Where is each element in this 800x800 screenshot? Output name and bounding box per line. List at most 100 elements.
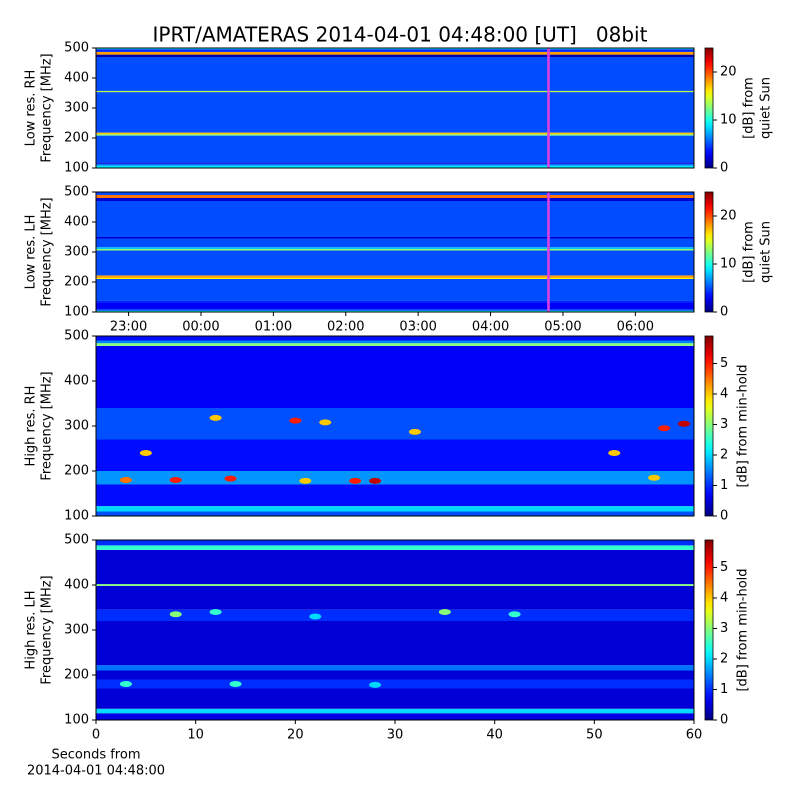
colorbar-tick-label: 0 <box>720 161 728 176</box>
y-axis-label: Frequency [MHz] <box>40 53 55 162</box>
burst <box>119 477 132 483</box>
burst <box>209 414 222 421</box>
spectrum-band <box>96 665 694 671</box>
spectrum-band <box>96 162 694 164</box>
y-tick-label: 500 <box>64 41 89 56</box>
y-tick-label: 500 <box>64 185 89 200</box>
x-tick-label: 02:00 <box>327 320 364 335</box>
colorbar-tick-label: 2 <box>720 651 728 666</box>
spectrum-band <box>96 484 694 507</box>
y-tick-label: 100 <box>64 509 89 524</box>
colorbar-tick-label: 3 <box>720 621 728 636</box>
burst <box>408 428 421 435</box>
spectrum-band <box>96 609 694 621</box>
spectrum-band <box>96 57 694 91</box>
x-tick-label: 20 <box>287 728 304 743</box>
spectrum-band <box>96 340 694 344</box>
spectrum-band <box>96 135 694 163</box>
burst <box>224 475 237 482</box>
burst <box>658 425 671 432</box>
spectrum-band <box>96 540 694 546</box>
chart-title: IPRT/AMATERAS 2014-04-01 04:48:00 [UT] 0… <box>153 23 648 47</box>
spectrum-band <box>96 277 694 279</box>
y-tick-label: 200 <box>64 275 89 290</box>
spectrum-band <box>96 237 694 239</box>
spectrum-band <box>96 201 694 237</box>
spectrum-band <box>96 585 694 610</box>
y-tick-label: 100 <box>64 305 89 320</box>
y-axis-label: High res. LH <box>24 590 39 669</box>
x-tick-label: 10 <box>187 728 204 743</box>
colorbar-tick-label: 0 <box>720 509 728 524</box>
x-tick-label: 00:00 <box>182 320 219 335</box>
y-tick-label: 300 <box>64 101 89 116</box>
colorbar-tick-label: 1 <box>720 478 728 493</box>
spectrum-band <box>96 93 694 133</box>
plot-area <box>96 192 694 312</box>
x-tick-label: 50 <box>586 728 603 743</box>
y-axis-label: Low res. LH <box>24 215 39 290</box>
spectrum-band <box>96 336 694 341</box>
spectrum-band <box>96 506 694 512</box>
spectrum-band <box>96 439 694 471</box>
spectrum-band <box>96 249 694 251</box>
colorbar-label: [dB] from <box>742 221 757 283</box>
colorbar <box>704 335 714 517</box>
y-tick-label: 200 <box>64 668 89 683</box>
y-axis-label: High res. RH <box>24 386 39 467</box>
x-tick-label: 60 <box>686 728 703 743</box>
burst <box>349 477 362 484</box>
y-tick-label: 300 <box>64 623 89 638</box>
colorbar-label: [dB] from min-hold <box>736 568 751 691</box>
spectrum-band <box>96 471 694 485</box>
colorbar-tick-label: 2 <box>720 447 728 462</box>
spectrum-band <box>96 92 694 93</box>
colorbar-tick-label: 5 <box>720 356 728 371</box>
colorbar <box>704 47 714 169</box>
burst <box>678 420 691 427</box>
colorbar-tick-label: 5 <box>720 560 728 575</box>
x-tick-label: 0 <box>92 728 100 743</box>
burst <box>289 417 302 424</box>
x-tick-label: 05:00 <box>544 320 581 335</box>
colorbar-tick-label: 0 <box>720 305 728 320</box>
burst <box>369 477 382 484</box>
y-tick-label: 300 <box>64 419 89 434</box>
spectrum-band <box>96 165 694 168</box>
spectrum-band <box>96 408 694 440</box>
burst <box>508 611 521 618</box>
colorbar-tick-label: 3 <box>720 417 728 432</box>
colorbar-label: [dB] from <box>742 77 757 139</box>
burst <box>319 419 332 426</box>
plot-area <box>96 48 694 168</box>
x-tick-label: 30 <box>387 728 404 743</box>
spectrum-band <box>96 132 694 135</box>
spectrum-band <box>96 90 694 93</box>
spectrum-band <box>96 238 694 248</box>
spectrum-band <box>96 309 694 311</box>
spectrum-band <box>96 54 694 57</box>
y-tick-label: 500 <box>64 533 89 548</box>
spectrum-band <box>96 198 694 201</box>
spectrum-band <box>96 708 694 714</box>
spectrum-band <box>96 310 694 312</box>
burst <box>369 681 382 688</box>
spectrum-band <box>96 275 694 278</box>
colorbar <box>704 539 714 721</box>
colorbar-label: quiet Sun <box>759 77 774 139</box>
spectrum-band <box>96 343 694 346</box>
burst <box>608 450 621 456</box>
spectrum-band <box>96 713 694 720</box>
x-tick-label: 03:00 <box>399 320 436 335</box>
y-tick-label: 400 <box>64 374 89 389</box>
x-tick-label: 23:00 <box>110 320 147 335</box>
spectrum-band <box>96 134 694 136</box>
spectrum-band <box>96 549 694 585</box>
y-tick-label: 400 <box>64 215 89 230</box>
plot-area <box>96 540 694 720</box>
x-axis-label: Seconds from <box>51 748 140 763</box>
y-axis-label: Frequency [MHz] <box>40 197 55 306</box>
spectrum-band <box>96 250 694 276</box>
colorbar-tick-label: 4 <box>720 386 728 401</box>
burst <box>229 681 242 687</box>
